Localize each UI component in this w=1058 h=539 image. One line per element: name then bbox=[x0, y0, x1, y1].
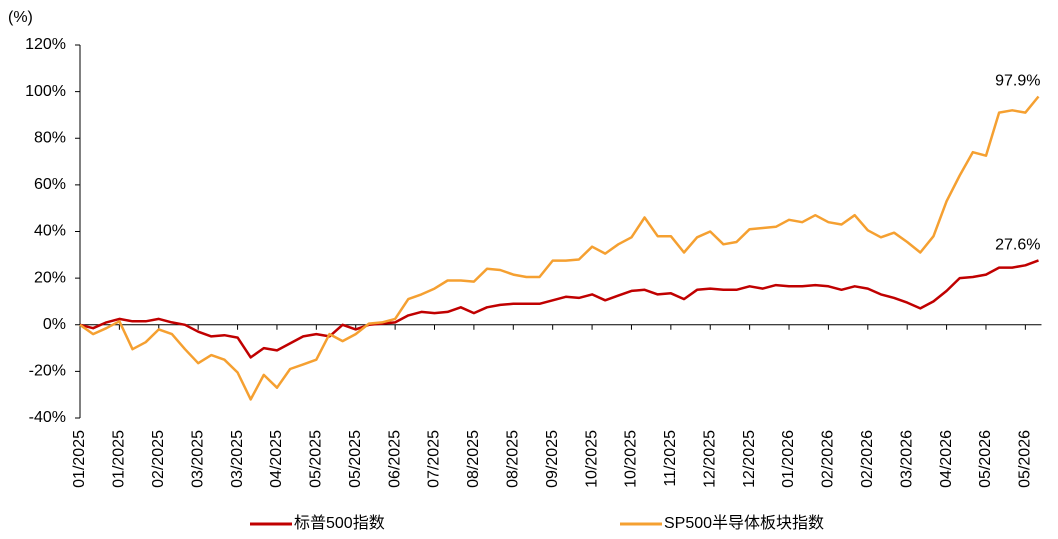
x-tick-label: 10/2025 bbox=[623, 430, 640, 488]
x-tick-label: 06/2025 bbox=[386, 430, 403, 488]
y-tick-label: -20% bbox=[29, 363, 66, 380]
y-tick-label: 40% bbox=[34, 223, 66, 240]
data-label: 97.9% bbox=[995, 73, 1040, 90]
y-axis-label: (%) bbox=[8, 9, 33, 26]
x-tick-label: 02/2025 bbox=[150, 430, 167, 488]
y-tick-label: 120% bbox=[25, 36, 66, 53]
x-tick-label: 08/2025 bbox=[505, 430, 522, 488]
x-tick-label: 10/2025 bbox=[583, 430, 600, 488]
x-tick-label: 12/2025 bbox=[741, 430, 758, 488]
x-tick-label: 05/2026 bbox=[977, 430, 994, 488]
x-tick-label: 03/2026 bbox=[898, 430, 915, 488]
x-tick-label: 08/2025 bbox=[465, 430, 482, 488]
x-tick-label: 05/2025 bbox=[308, 430, 325, 488]
x-tick-label: 07/2025 bbox=[426, 430, 443, 488]
y-tick-label: -40% bbox=[29, 409, 66, 426]
x-tick-label: 09/2025 bbox=[544, 430, 561, 488]
x-tick-label: 04/2026 bbox=[938, 430, 955, 488]
x-tick-label: 03/2025 bbox=[189, 430, 206, 488]
x-tick-label: 02/2026 bbox=[820, 430, 837, 488]
y-tick-label: 60% bbox=[34, 176, 66, 193]
data-label: 27.6% bbox=[995, 237, 1040, 254]
y-tick-label: 0% bbox=[43, 316, 66, 333]
x-tick-label: 03/2025 bbox=[229, 430, 246, 488]
y-tick-label: 80% bbox=[34, 129, 66, 146]
x-tick-label: 05/2025 bbox=[347, 430, 364, 488]
x-tick-label: 01/2026 bbox=[780, 430, 797, 488]
x-tick-label: 04/2025 bbox=[268, 430, 285, 488]
x-tick-label: 11/2025 bbox=[662, 430, 679, 487]
x-tick-label: 02/2026 bbox=[859, 430, 876, 488]
x-tick-label: 01/2025 bbox=[111, 430, 128, 488]
x-tick-label: 12/2025 bbox=[701, 430, 718, 488]
legend-label: 标普500指数 bbox=[294, 514, 385, 532]
series-line bbox=[79, 95, 1040, 401]
legend-label: SP500半导体板块指数 bbox=[664, 514, 824, 532]
y-tick-label: 100% bbox=[25, 83, 66, 100]
y-tick-label: 20% bbox=[34, 269, 66, 286]
series-line bbox=[79, 259, 1039, 359]
x-tick-label: 05/2026 bbox=[1017, 430, 1034, 488]
x-tick-label: 01/2025 bbox=[71, 430, 88, 488]
